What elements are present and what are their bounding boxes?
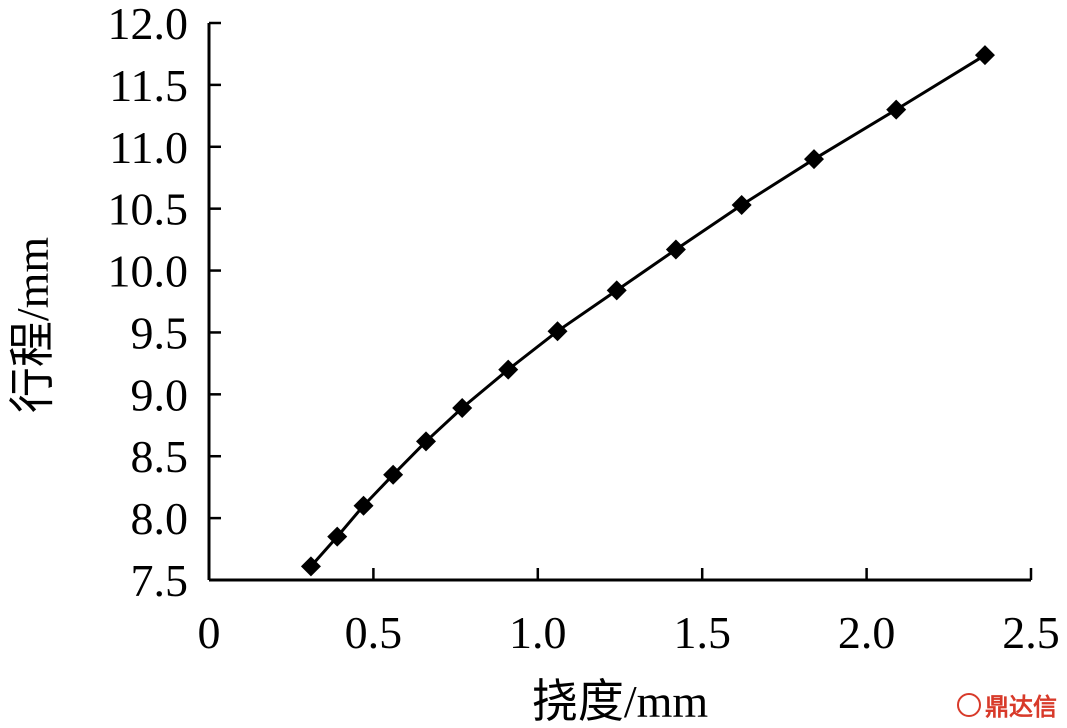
x-tick-label: 1.0	[509, 607, 567, 658]
y-tick-label: 9.0	[131, 369, 189, 420]
data-point-marker	[353, 495, 374, 516]
data-point-marker	[416, 431, 437, 452]
data-point-marker	[803, 149, 824, 170]
data-point-marker	[606, 280, 627, 301]
x-axis-title: 挠度/mm	[532, 676, 709, 727]
x-tick-label: 2.5	[1002, 607, 1060, 658]
series	[300, 45, 995, 577]
axes	[207, 23, 1031, 582]
ticks: 0 0.5 1.0 1.5 2.0 2.5 7.5 8.0 8.5 9.0 9.5 10.0 10.5 1…	[108, 0, 1060, 658]
watermark-logo-icon	[957, 692, 981, 717]
x-tick-label: 2.0	[838, 607, 896, 658]
data-point-marker	[886, 99, 907, 120]
x-tick-label: 0.5	[345, 607, 403, 658]
data-point-marker	[300, 556, 321, 577]
data-point-marker	[383, 464, 404, 485]
y-tick-label: 10.0	[108, 246, 189, 297]
y-tick-label: 7.5	[131, 555, 189, 606]
y-tick-label: 9.5	[131, 307, 189, 358]
data-point-marker	[974, 45, 995, 66]
y-tick-label: 12.0	[108, 0, 189, 49]
y-tick-label: 11.0	[109, 122, 188, 173]
y-tick-label: 8.5	[131, 431, 189, 482]
x-tick-label: 0	[198, 607, 221, 658]
y-tick-label: 11.5	[109, 60, 188, 111]
data-point-marker	[665, 239, 686, 260]
y-tick-label: 10.5	[108, 184, 189, 235]
data-point-marker	[452, 397, 473, 418]
data-point-marker	[547, 321, 568, 342]
y-axis-title: 行程/mm	[7, 237, 58, 414]
watermark: 鼎达信	[957, 687, 1057, 722]
data-point-marker	[327, 526, 348, 547]
data-point-marker	[731, 194, 752, 215]
series-line	[309, 53, 986, 568]
data-point-marker	[498, 359, 519, 380]
y-tick-label: 8.0	[131, 493, 189, 544]
watermark-text: 鼎达信	[985, 693, 1057, 721]
x-tick-label: 1.5	[673, 607, 731, 658]
